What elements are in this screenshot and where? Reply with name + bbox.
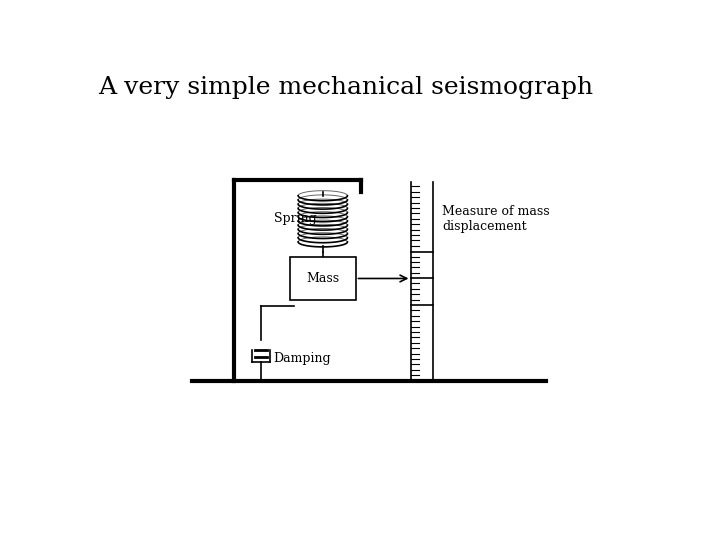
Text: Spring: Spring bbox=[274, 212, 316, 225]
Text: A very simple mechanical seismograph: A very simple mechanical seismograph bbox=[99, 76, 593, 99]
Text: Measure of mass
displacement: Measure of mass displacement bbox=[442, 205, 550, 233]
Text: Damping: Damping bbox=[274, 353, 331, 366]
Text: Mass: Mass bbox=[306, 272, 339, 285]
Bar bbox=[290, 257, 356, 300]
